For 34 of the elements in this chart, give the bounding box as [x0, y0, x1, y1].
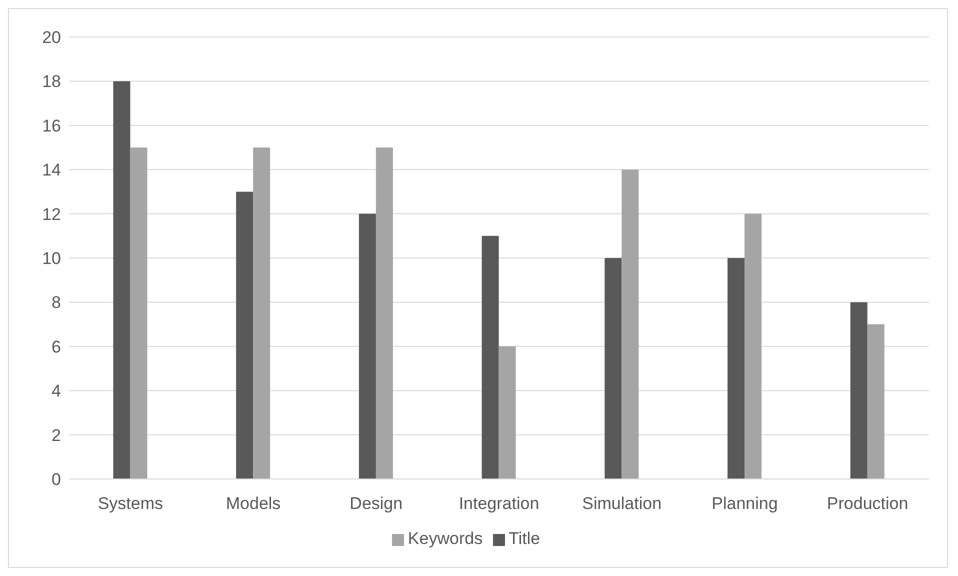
bar — [130, 148, 148, 479]
x-tick-label: Systems — [98, 494, 164, 514]
y-tick-label: 0 — [52, 470, 61, 490]
y-tick-label: 6 — [52, 337, 61, 356]
bar — [744, 214, 762, 479]
x-tick-label: Simulation — [582, 494, 662, 514]
y-tick-label: 14 — [42, 160, 61, 180]
bar — [498, 346, 516, 479]
x-tick-label: Design — [350, 494, 403, 514]
bar — [376, 148, 393, 479]
y-tick-label: 4 — [52, 382, 61, 401]
legend-label: Keywords — [408, 529, 483, 548]
x-tick-label: Production — [826, 494, 908, 514]
y-tick-label: 2 — [52, 426, 61, 445]
bar — [113, 81, 130, 479]
y-tick-label: 18 — [42, 72, 61, 92]
y-tick-label: 12 — [42, 204, 61, 224]
y-tick-label: 20 — [42, 28, 61, 48]
legend-label: Title — [508, 529, 540, 548]
bar — [236, 192, 254, 479]
y-tick-label: 16 — [42, 116, 61, 136]
x-tick-label: Integration — [458, 494, 540, 514]
bar — [253, 148, 270, 479]
bar — [604, 258, 622, 479]
y-tick-label: 10 — [42, 249, 61, 268]
x-tick-label: Planning — [712, 494, 778, 514]
y-tick-label: 8 — [52, 293, 61, 312]
x-tick-label: Models — [226, 494, 281, 514]
bar — [622, 170, 639, 479]
bar — [850, 302, 868, 479]
bar — [728, 258, 745, 479]
bar — [867, 324, 884, 479]
bar — [482, 236, 499, 479]
bar — [358, 214, 376, 479]
